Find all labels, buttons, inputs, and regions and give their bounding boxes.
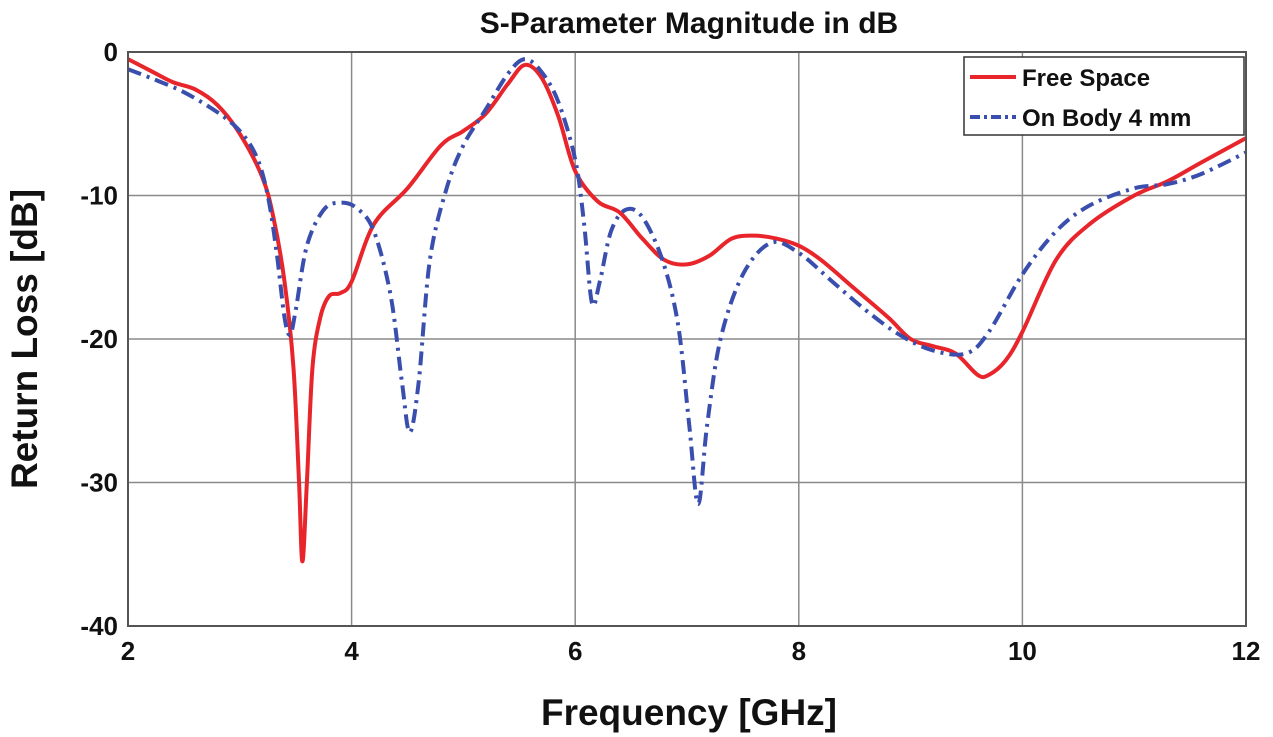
plot-frame (127, 51, 1247, 627)
y-axis-label: Return Loss [dB] (4, 189, 45, 489)
x-tick-label: 4 (344, 636, 359, 666)
chart-title: S-Parameter Magnitude in dB (480, 7, 898, 40)
y-tick-label: -40 (80, 611, 118, 641)
series-line-on-body-4-mm (128, 57, 1246, 507)
y-tick-label: -10 (80, 181, 118, 211)
y-tick-labels: 0 -10 -20 -30 -40 (80, 37, 118, 641)
y-tick-label: 0 (104, 37, 118, 67)
series-lines (128, 57, 1246, 564)
x-tick-label: 8 (792, 636, 806, 666)
x-tick-label: 12 (1232, 636, 1261, 666)
legend-label-on-body: On Body 4 mm (1022, 105, 1191, 132)
x-axis-label: Frequency [GHz] (541, 692, 837, 733)
y-tick-label: -20 (80, 324, 118, 354)
x-tick-label: 10 (1008, 636, 1037, 666)
legend-box (963, 56, 1245, 136)
legend: Free Space On Body 4 mm (963, 56, 1245, 136)
x-tick-label: 6 (568, 636, 582, 666)
y-tick-label: -30 (80, 468, 118, 498)
legend-label-free-space: Free Space (1022, 65, 1150, 92)
x-tick-labels: 2 4 6 8 10 12 (121, 636, 1261, 666)
grid-lines (128, 52, 1246, 626)
series-line-free-space (128, 57, 1246, 564)
x-tick-label: 2 (121, 636, 135, 666)
